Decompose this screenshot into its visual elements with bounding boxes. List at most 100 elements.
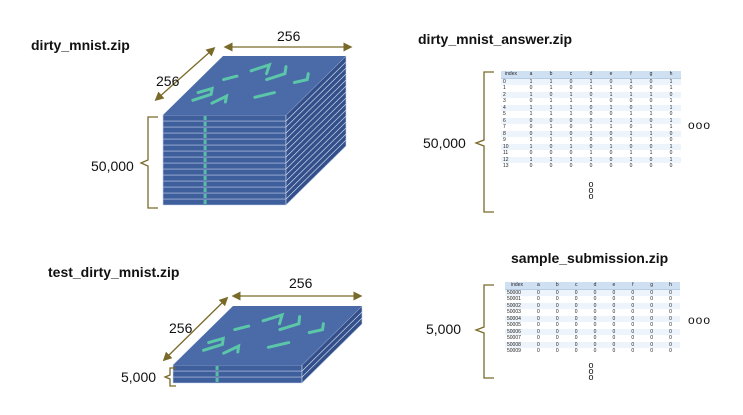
- table-cell: 1: [561, 91, 581, 98]
- table-cell: 1: [629, 150, 633, 156]
- stack-layer-front: [162, 192, 287, 200]
- glyph-speck: [203, 164, 207, 168]
- table-cell: 1: [541, 78, 561, 85]
- table-cell: 1: [561, 156, 581, 163]
- glyph-speck: [203, 152, 207, 156]
- glyph-speck: [215, 372, 219, 376]
- table-cell: 0: [547, 328, 567, 335]
- table-cell: 1: [661, 143, 681, 150]
- table-header-cell: c: [561, 71, 581, 79]
- table-row: 7 0 1 0 1 1 0 1 1: [501, 124, 681, 131]
- handwritten-glyph: [266, 341, 291, 349]
- table-cell: 4: [501, 104, 521, 111]
- table-cell: 0: [642, 341, 662, 348]
- table-cell: 1: [649, 124, 653, 130]
- table-cell: 11: [503, 150, 509, 156]
- table-cell: 1: [609, 85, 613, 91]
- table-cell: 0: [537, 322, 540, 328]
- glyph-speck: [203, 146, 207, 150]
- table-cell: 1: [621, 156, 641, 163]
- table-cell: 6: [501, 117, 521, 124]
- glyph-speck: [203, 182, 207, 186]
- test-count-brace: [163, 367, 176, 387]
- table-header-cell: h: [661, 282, 680, 290]
- handwritten-glyph: [292, 72, 310, 84]
- stack-layer-front: [162, 150, 287, 158]
- table-cell: 1: [601, 91, 621, 98]
- table-cell: 0: [566, 315, 586, 322]
- table-cell: 12: [501, 156, 521, 163]
- table-cell: 50003: [507, 309, 521, 315]
- table-cell: 1: [649, 137, 653, 143]
- table-cell: 0: [650, 309, 654, 315]
- table-row: 50006 0 0 0 0 0 0 0 0: [505, 328, 680, 335]
- handwritten-glyph: [233, 324, 251, 332]
- table-cell: 1: [569, 137, 573, 143]
- table-cell: 0: [581, 91, 601, 98]
- table-cell: 0: [574, 322, 578, 328]
- table-cell: 0: [529, 302, 548, 309]
- submission-count-label: 5,000: [426, 321, 462, 337]
- table-cell: 0: [623, 315, 643, 322]
- submission-table-wrapper: index a b c d e f g h 50000 0 0 0 0 0 0 0 0 50001 0 0 0 0 0 0 0 0 5…: [505, 282, 680, 354]
- table-header-cell: index: [505, 282, 529, 290]
- table-cell: 1: [521, 91, 541, 98]
- stack-layer-front: [162, 186, 287, 194]
- table-cell: 0: [650, 296, 654, 302]
- table-cell: 0: [629, 85, 633, 91]
- table-cell: 1: [589, 150, 593, 156]
- answer-more-columns: ooo: [688, 118, 712, 132]
- vdot: o: [588, 179, 594, 189]
- table-cell: 1: [569, 111, 573, 117]
- table-cell: 0: [566, 328, 586, 335]
- table-cell: 0: [669, 111, 673, 117]
- table-cell: 1: [561, 104, 581, 111]
- table-cell: 1: [503, 85, 506, 91]
- table-header-cell: d: [585, 282, 605, 290]
- table-cell: 0: [555, 335, 559, 341]
- table-cell: 0: [569, 150, 573, 156]
- table-cell: 0: [609, 98, 613, 104]
- table-cell: 0: [547, 289, 567, 296]
- table-cell: 1: [649, 150, 653, 156]
- table-cell: 0: [574, 348, 578, 354]
- table-cell: 5: [503, 111, 506, 117]
- table-cell: 0: [529, 85, 533, 91]
- table-cell: 0: [574, 335, 578, 341]
- table-cell: 1: [549, 124, 553, 130]
- table-cell: 0: [649, 163, 653, 169]
- table-cell: 0: [604, 328, 624, 335]
- table-cell: 0: [623, 328, 643, 335]
- table-cell: 0: [593, 322, 597, 328]
- table-cell: 1: [589, 85, 593, 91]
- table-cell: 1: [661, 104, 681, 111]
- stack-layer-front: [162, 168, 287, 176]
- table-cell: 1: [669, 98, 673, 104]
- table-cell: 50002: [505, 302, 529, 309]
- table-cell: 0: [529, 328, 548, 335]
- table-cell: 0: [623, 302, 643, 309]
- submission-filename: sample_submission.zip: [511, 250, 669, 266]
- table-cell: 0: [641, 156, 661, 163]
- glyph-speck: [203, 140, 207, 144]
- table-cell: 0: [581, 143, 601, 150]
- answer-count-label: 50,000: [423, 135, 466, 151]
- table-row: 5 1 1 1 0 0 1 1 0: [501, 111, 681, 118]
- stack-layer-front: [172, 376, 303, 384]
- table-cell: 0: [537, 335, 540, 341]
- table-cell: 0: [612, 322, 616, 328]
- table-cell: 0: [585, 302, 605, 309]
- table-cell: 0: [669, 335, 672, 341]
- train-filename: dirty_mnist.zip: [31, 37, 130, 53]
- table-cell: 0: [601, 78, 621, 85]
- table-cell: 0: [669, 309, 672, 315]
- table-cell: 1: [549, 111, 553, 117]
- table-cell: 0: [612, 296, 616, 302]
- table-cell: 0: [585, 289, 605, 296]
- table-cell: 0: [569, 163, 573, 169]
- table-cell: 1: [589, 124, 593, 130]
